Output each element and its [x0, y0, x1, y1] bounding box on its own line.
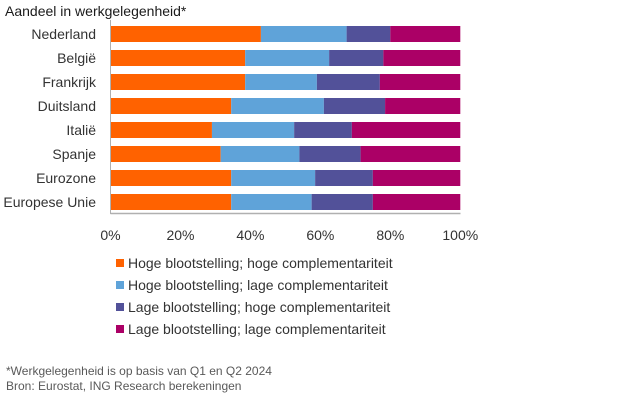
bar-segment — [385, 98, 461, 114]
bar-segment — [299, 146, 361, 162]
legend-label: Hoge blootstelling; hoge complementarite… — [128, 255, 393, 271]
bar-segment — [211, 122, 295, 138]
bar-segment — [311, 194, 373, 210]
category-label: Eurozone — [36, 170, 96, 186]
x-tick-label: 20% — [166, 227, 194, 243]
bar-segment — [346, 26, 391, 42]
x-tick-label: 60% — [306, 227, 334, 243]
x-tick-labels: 0% 20% 40% 60% 80% 100% — [100, 227, 478, 243]
bar-segment — [231, 194, 312, 210]
bar-segment — [110, 122, 212, 138]
bar-segment — [245, 74, 317, 90]
category-labels: Nederland België Frankrijk Duitsland Italië S… — [3, 26, 97, 210]
chart-notes: *Werkgelegenheid is op basis van Q1 en Q… — [6, 364, 272, 394]
x-tick-label: 0% — [100, 227, 120, 243]
legend-swatch — [116, 303, 124, 311]
bar-segment — [260, 26, 347, 42]
bar-segment — [110, 146, 221, 162]
category-label: Duitsland — [38, 98, 96, 114]
bar-segment — [294, 122, 352, 138]
category-label: Spanje — [52, 146, 96, 162]
bar-segment — [245, 50, 330, 66]
bar-segment — [110, 26, 261, 42]
bar-segment — [390, 26, 461, 42]
bar-segment — [372, 170, 461, 186]
category-label: België — [57, 50, 96, 66]
chart-title: Aandeel in werkgelegenheid* — [5, 3, 187, 19]
legend-item: Lage blootstelling; hoge complementarite… — [116, 296, 393, 318]
legend-label: Lage blootstelling; hoge complementarite… — [128, 299, 391, 315]
bar-segment — [110, 170, 232, 186]
x-tick-label: 100% — [442, 227, 478, 243]
legend: Hoge blootstelling; hoge complementarite… — [116, 252, 393, 340]
bar-segment — [110, 74, 246, 90]
category-label: Nederland — [31, 26, 96, 42]
bar-segment — [110, 98, 232, 114]
bar-segment — [231, 98, 324, 114]
bar-segment — [231, 170, 316, 186]
source-note: Bron: Eurostat, ING Research berekeninge… — [6, 379, 242, 393]
legend-swatch — [116, 259, 124, 267]
legend-swatch — [116, 281, 124, 289]
category-label: Italië — [66, 122, 96, 138]
bar-chart: Nederland België Frankrijk Duitsland Italië S… — [3, 20, 478, 243]
bar-segment — [372, 194, 461, 210]
legend-label: Hoge blootstelling; lage complementarite… — [128, 277, 388, 293]
bar-segment — [379, 74, 461, 90]
bars-group — [110, 26, 461, 210]
bar-segment — [110, 194, 232, 210]
legend-item: Hoge blootstelling; hoge complementarite… — [116, 252, 393, 274]
legend-swatch — [116, 325, 124, 333]
bar-segment — [383, 50, 461, 66]
legend-item: Lage blootstelling; lage complementarite… — [116, 318, 393, 340]
bar-segment — [110, 50, 246, 66]
x-tick-label: 40% — [236, 227, 264, 243]
legend-label: Lage blootstelling; lage complementarite… — [128, 321, 386, 337]
bar-segment — [316, 74, 380, 90]
bar-segment — [329, 50, 384, 66]
footnote: *Werkgelegenheid is op basis van Q1 en Q… — [6, 364, 272, 378]
bar-segment — [323, 98, 386, 114]
bar-segment — [351, 122, 461, 138]
category-label: Frankrijk — [42, 74, 97, 90]
bar-segment — [315, 170, 373, 186]
bar-segment — [220, 146, 300, 162]
legend-item: Hoge blootstelling; lage complementarite… — [116, 274, 393, 296]
bar-segment — [360, 146, 461, 162]
category-label: Europese Unie — [3, 194, 96, 210]
x-tick-label: 80% — [376, 227, 404, 243]
